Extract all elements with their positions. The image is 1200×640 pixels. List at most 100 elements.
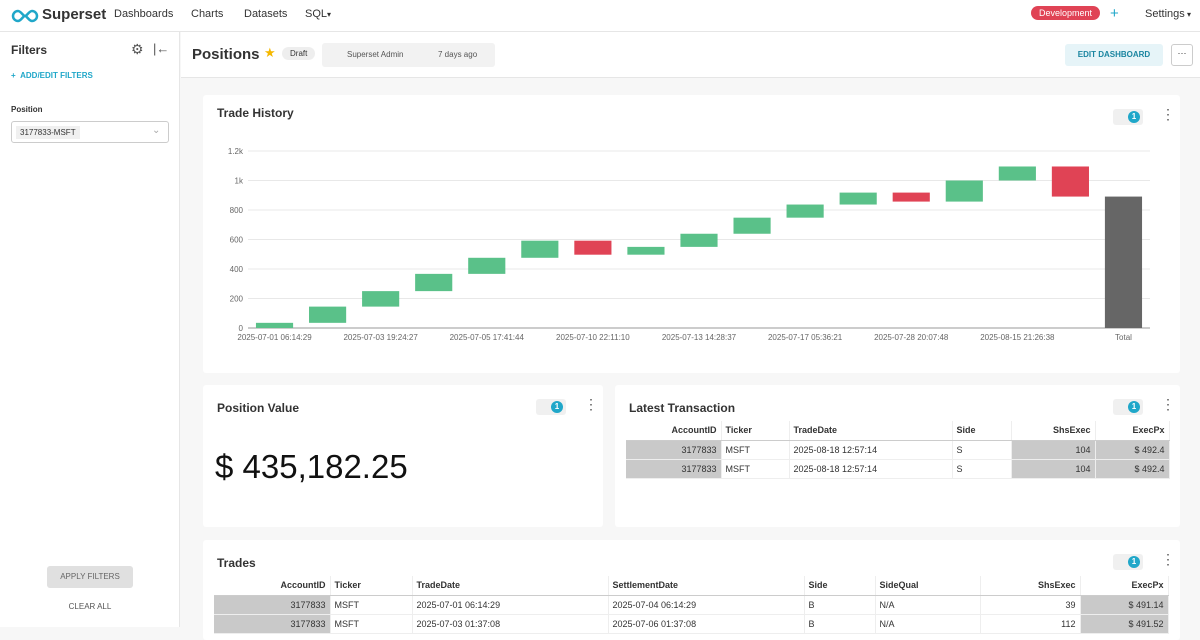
column-header[interactable]: SideQual [875,576,981,596]
filter-badge[interactable]: 1 [536,399,566,415]
cell: S [952,459,1012,479]
caret: ▾ [1187,10,1192,19]
cell: B [804,595,876,615]
table-row: 3177833 MSFT 2025-08-18 12:57:14 S 104 $ 492.… [626,459,1170,479]
y-tick-label: 200 [230,295,244,304]
filter-tag: 3177833-MSFT [16,126,80,139]
column-header[interactable]: Side [804,576,876,596]
settings-icon[interactable]: ⚙ [131,41,144,57]
x-tick-label: Total [1115,333,1132,342]
bar [892,192,930,202]
column-header[interactable]: Ticker [330,576,413,596]
y-tick-label: 1k [235,177,244,186]
column-header[interactable]: TradeDate [789,421,953,441]
x-tick-label: 2025-08-15 21:26:38 [980,333,1055,342]
menu[interactable]: ⋮ [1161,396,1175,412]
x-tick-label: 2025-07-17 05:36:21 [768,333,843,342]
nav-link[interactable]: SQL [305,8,328,20]
cell: $ 491.14 [1080,595,1169,615]
cell: 39 [980,595,1081,615]
bar [309,306,347,323]
nav-link[interactable]: Charts [191,8,224,20]
y-tick-label: 800 [230,206,244,215]
column-header[interactable]: ShsExec [1011,421,1096,441]
top-nav: Superset Dashboards Charts Datasets SQL … [0,0,1200,32]
column-header[interactable]: TradeDate [412,576,609,596]
cell: 2025-07-01 06:14:29 [412,595,609,615]
cell: 2025-08-18 12:57:14 [789,459,953,479]
nav-link[interactable]: Dashboards [114,8,174,20]
caret: ▾ [327,10,332,19]
nav-link[interactable]: Datasets [244,8,288,20]
cell: $ 491.52 [1080,614,1169,634]
badge-count: 1 [1128,401,1140,413]
star[interactable]: ★ [264,45,276,60]
filter-badge[interactable]: 1 [1113,399,1143,415]
badge-count: 1 [551,401,563,413]
header-row: AccountID Ticker TradeDate SettlementDate Si… [214,576,1169,596]
y-tick-label: 1.2k [228,147,244,156]
cell: 104 [1011,440,1096,460]
filter-select[interactable]: 3177833-MSFT ⌄ [11,121,169,143]
column-header[interactable]: ExecPx [1080,576,1169,596]
caret: ⌄ [152,125,161,136]
header-row: AccountID Ticker TradeDate Side ShsExec ExecP… [626,421,1170,441]
table: AccountID Ticker TradeDate Side ShsExec ExecP… [626,421,1170,479]
status-tag: Draft [282,47,316,60]
column-header[interactable]: AccountID [214,576,331,596]
edit-button[interactable]: EDIT DASHBOARD [1065,44,1163,66]
trade-history-card: Trade History 0 200 400 600 800 1k 1.2k 2025-07… [203,95,1180,373]
cell: N/A [875,595,981,615]
filter-sidebar: Filters ⚙ |← + ADD/EDIT FILTERS Position… [0,32,180,627]
bar [1104,196,1143,328]
bar [521,240,559,258]
badge-count: 1 [1128,556,1140,568]
bar [468,257,506,274]
cell: 3177833 [626,459,722,479]
y-tick-label: 400 [230,265,244,274]
bar [627,246,665,255]
bar [415,273,453,292]
x-tick-label: 2025-07-03 19:24:27 [343,333,418,342]
chart-title: Trade History [217,106,294,120]
bar [733,217,771,234]
collapse-icon[interactable]: |← [153,41,170,56]
column-header[interactable]: ExecPx [1095,421,1170,441]
clear-button[interactable]: CLEAR ALL [68,602,112,611]
bar [945,180,983,202]
cell: 2025-07-04 06:14:29 [608,595,805,615]
column-header[interactable]: ShsExec [980,576,1081,596]
column-header[interactable]: AccountID [626,421,722,441]
menu[interactable]: ⋮ [584,396,598,412]
logo [11,9,39,23]
owner: Superset Admin [347,50,404,59]
bar [786,204,824,218]
cell: MSFT [330,614,413,634]
big-number: $ 435,182.25 [215,448,408,485]
column-header[interactable]: SettlementDate [608,576,805,596]
brand[interactable]: Superset [42,6,107,23]
dashboard-header: Positions ★ Draft Superset Admin 7 days … [181,32,1200,78]
cell: $ 492.4 [1095,440,1170,460]
bar [1051,166,1089,197]
cell: N/A [875,614,981,634]
bar [362,291,400,307]
cell: 2025-07-06 01:37:08 [608,614,805,634]
bar [255,322,294,328]
menu[interactable]: ⋮ [1161,551,1175,567]
apply-button[interactable]: APPLY FILTERS [47,566,133,588]
add-filters[interactable]: + ADD/EDIT FILTERS [11,71,93,80]
more-button[interactable]: ··· [1171,44,1193,66]
position-value-card: Position Value 1 ⋮ $ 435,182.25 [203,385,603,527]
column-header[interactable]: Side [952,421,1012,441]
filter-badge[interactable]: 1 [1113,554,1143,570]
table-row: 3177833 MSFT 2025-07-03 01:37:08 2025-07-06… [214,614,1169,634]
x-tick-label: 2025-07-13 14:28:37 [662,333,737,342]
add-button[interactable]: + [1110,5,1119,22]
column-header[interactable]: Ticker [721,421,790,441]
filter-badge[interactable]: 1 [1113,109,1143,125]
x-tick-label: 2025-07-01 06:14:29 [237,333,312,342]
settings-menu[interactable]: Settings [1145,8,1185,20]
menu[interactable]: ⋮ [1161,106,1175,122]
